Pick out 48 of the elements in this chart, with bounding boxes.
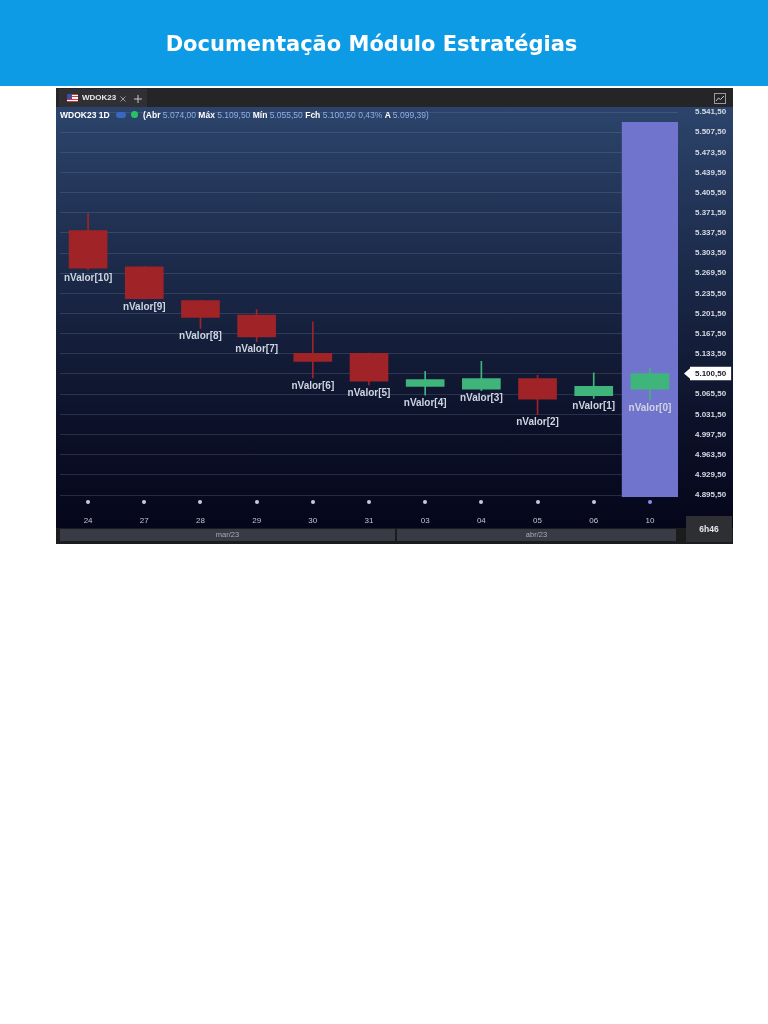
chart-subtitle: WDOK23 1D [60,109,110,121]
y-tick-label: 5.473,50 [695,147,727,157]
y-tick-label: 5.065,50 [695,389,727,399]
chart-title: Documentação Módulo Estratégias [164,31,579,58]
x-tick-label: 31 [364,516,374,525]
text: WDOK23 [82,93,117,103]
annotation: nValor[8] [179,330,222,342]
x-tick-label: 04 [476,516,487,525]
y-tick-label: 5.541,50 [695,107,727,117]
y-tick-label: 5.371,50 [695,207,727,217]
y-tick-label: 5.303,50 [695,248,727,258]
x-tick-label: 10 [645,516,655,525]
x-tick-label: 03 [420,516,431,525]
y-tick-label: 5.235,50 [695,288,727,298]
annotation: nValor[1] [572,400,616,412]
y-tick-label: 4.997,50 [695,429,727,439]
y-tick-label: 5.100,50 [695,368,727,378]
x-tick-label: 05 [533,516,543,525]
y-tick-label: 5.405,50 [695,187,727,197]
x-tick-label: 06 [589,516,599,525]
annotation: nValor[7] [235,343,279,355]
x-tick-label: 27 [139,516,150,525]
annotation: nValor[9] [122,300,166,312]
y-tick-label: 4.895,50 [695,490,727,500]
annotation: nValor[3] [459,392,503,404]
x-tick-label: 28 [196,516,206,525]
candlestick [293,321,333,379]
text: (Abr 5.074,00 Máx 5.109,50 Mín 5.055,50 Fch 5.100,50 0,43% A 5.099,39) [143,110,429,120]
y-tick-label: 5.337,50 [695,228,727,238]
text: 6h46 [686,516,732,542]
x-tick-label: 24 [83,516,94,525]
y-tick-label: 5.269,50 [695,268,727,278]
y-tick-label: 4.963,50 [695,449,727,459]
y-tick-label: 5.507,50 [695,127,727,137]
x-tick-label: 29 [252,516,262,525]
y-tick-label: 5.439,50 [695,167,727,177]
annotation: nValor[2] [516,416,559,428]
y-tick-label: 4.929,50 [695,470,727,480]
x-tick-label: 30 [308,516,318,525]
annotation: nValor[0] [628,401,672,413]
y-tick-label: 5.201,50 [695,308,727,318]
y-tick-label: 5.133,50 [695,349,727,359]
annotation: nValor[5] [347,386,391,398]
y-tick-label: 5.031,50 [695,409,727,419]
annotation: nValor[6] [291,379,335,391]
y-tick-label: 5.167,50 [695,328,727,338]
annotation: nValor[10] [63,271,113,283]
annotation: nValor[4] [403,396,447,408]
